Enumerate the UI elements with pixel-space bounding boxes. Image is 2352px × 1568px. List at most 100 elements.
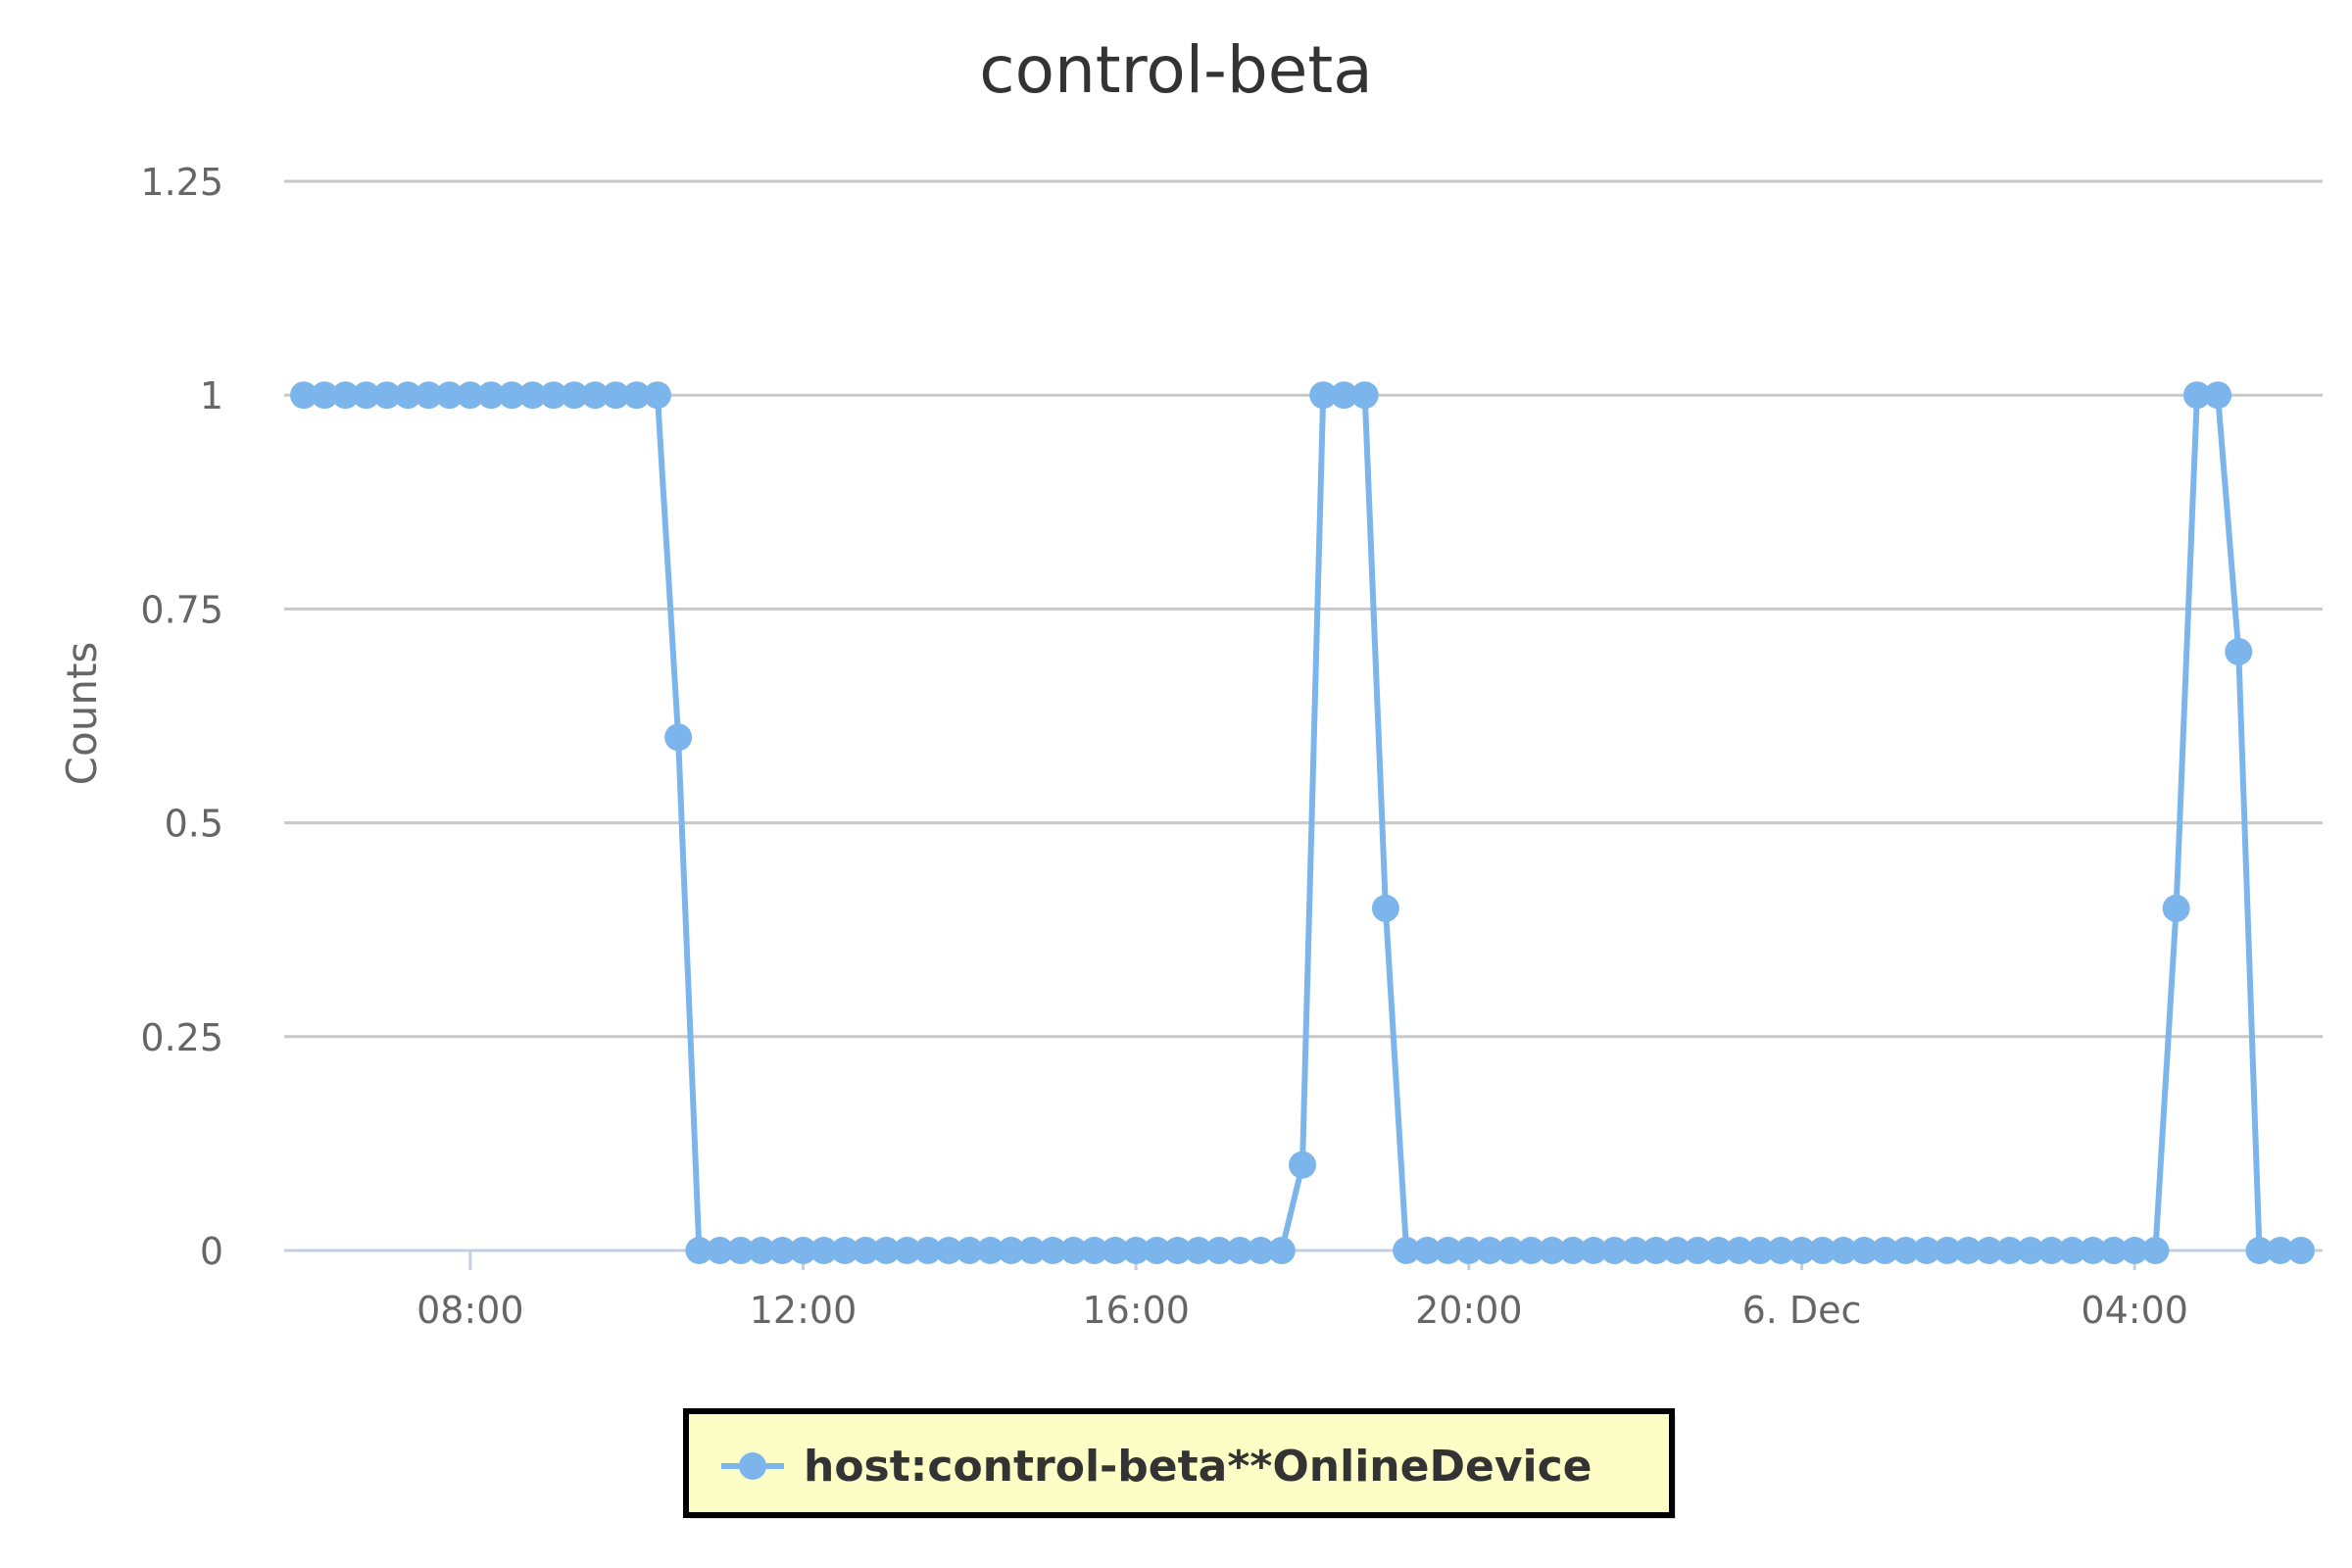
data-point[interactable] (1330, 381, 1358, 410)
data-point[interactable] (1018, 1237, 1046, 1264)
data-point[interactable] (331, 381, 360, 410)
data-point[interactable] (1289, 1151, 1316, 1179)
data-point[interactable] (913, 1237, 942, 1264)
data-point[interactable] (1517, 1237, 1545, 1264)
data-point[interactable] (1580, 1237, 1608, 1264)
data-point[interactable] (352, 381, 380, 410)
data-point[interactable] (1788, 1237, 1816, 1264)
data-point[interactable] (2204, 381, 2232, 410)
data-point[interactable] (1642, 1237, 1670, 1264)
data-point[interactable] (1413, 1237, 1442, 1264)
data-point[interactable] (1205, 1237, 1234, 1264)
legend[interactable]: host:control-beta**OnlineDevice (683, 1408, 1676, 1519)
data-point[interactable] (872, 1237, 901, 1264)
data-point[interactable] (581, 381, 610, 410)
data-point[interactable] (2225, 638, 2253, 665)
data-point[interactable] (685, 1237, 713, 1264)
data-point[interactable] (1663, 1237, 1691, 1264)
data-point[interactable] (1226, 1237, 1254, 1264)
data-point[interactable] (477, 381, 506, 410)
data-point[interactable] (498, 381, 526, 410)
data-point[interactable] (1538, 1237, 1566, 1264)
data-point[interactable] (664, 723, 693, 752)
data-point[interactable] (1621, 1237, 1649, 1264)
data-point[interactable] (2058, 1237, 2086, 1264)
data-point[interactable] (935, 1237, 963, 1264)
data-point[interactable] (539, 381, 567, 410)
data-point[interactable] (1954, 1237, 1983, 1264)
data-point[interactable] (1080, 1237, 1108, 1264)
data-point[interactable] (1830, 1237, 1857, 1264)
data-point[interactable] (997, 1237, 1025, 1264)
data-point[interactable] (748, 1237, 775, 1264)
data-point[interactable] (1309, 381, 1338, 410)
data-point[interactable] (2287, 1237, 2315, 1264)
data-point[interactable] (831, 1237, 858, 1264)
data-point[interactable] (311, 381, 339, 410)
data-point[interactable] (2079, 1237, 2107, 1264)
data-point[interactable] (561, 381, 588, 410)
data-point[interactable] (2266, 1237, 2294, 1264)
data-point[interactable] (1393, 1237, 1421, 1264)
data-point[interactable] (2182, 381, 2211, 410)
data-point[interactable] (1143, 1237, 1171, 1264)
data-point[interactable] (768, 1237, 797, 1264)
data-point[interactable] (1684, 1237, 1712, 1264)
data-point[interactable] (1725, 1237, 1753, 1264)
data-point[interactable] (1995, 1237, 2024, 1264)
data-point[interactable] (2245, 1237, 2274, 1264)
data-point[interactable] (2121, 1237, 2149, 1264)
data-point[interactable] (893, 1237, 921, 1264)
data-point[interactable] (518, 381, 547, 410)
data-point[interactable] (1371, 894, 1399, 922)
data-point[interactable] (394, 381, 422, 410)
data-point[interactable] (1850, 1237, 1879, 1264)
data-point[interactable] (976, 1237, 1004, 1264)
data-point[interactable] (706, 1237, 734, 1264)
y-tick-label: 0.75 (140, 588, 223, 631)
data-point[interactable] (1454, 1237, 1483, 1264)
data-point[interactable] (1059, 1237, 1088, 1264)
data-point[interactable] (1975, 1237, 2003, 1264)
data-point[interactable] (1891, 1237, 1920, 1264)
data-point[interactable] (435, 381, 464, 410)
data-point[interactable] (1496, 1237, 1525, 1264)
data-point[interactable] (1267, 1237, 1296, 1264)
data-point[interactable] (643, 381, 671, 410)
legend-series-label[interactable]: host:control-beta**OnlineDevice (804, 1442, 1592, 1492)
data-point[interactable] (1476, 1237, 1504, 1264)
data-point[interactable] (1912, 1237, 1940, 1264)
data-point[interactable] (456, 381, 484, 410)
data-point[interactable] (1122, 1237, 1151, 1264)
data-point[interactable] (1350, 381, 1379, 410)
data-point[interactable] (1039, 1237, 1067, 1264)
data-point[interactable] (1600, 1237, 1629, 1264)
data-point[interactable] (1704, 1237, 1733, 1264)
data-point[interactable] (1934, 1237, 1962, 1264)
data-point[interactable] (1101, 1237, 1129, 1264)
data-point[interactable] (789, 1237, 817, 1264)
data-point[interactable] (1247, 1237, 1275, 1264)
data-point[interactable] (852, 1237, 880, 1264)
data-point[interactable] (2162, 894, 2190, 922)
data-point[interactable] (809, 1237, 838, 1264)
data-point[interactable] (415, 381, 443, 410)
data-point[interactable] (1163, 1237, 1192, 1264)
data-point[interactable] (372, 381, 401, 410)
data-point[interactable] (2037, 1237, 2066, 1264)
data-point[interactable] (622, 381, 651, 410)
data-point[interactable] (1871, 1237, 1899, 1264)
data-point[interactable] (290, 381, 318, 410)
data-point[interactable] (1808, 1237, 1837, 1264)
data-point[interactable] (1434, 1237, 1462, 1264)
data-point[interactable] (1746, 1237, 1774, 1264)
data-point[interactable] (1767, 1237, 1795, 1264)
data-point[interactable] (2099, 1237, 2128, 1264)
data-point[interactable] (1184, 1237, 1212, 1264)
data-point[interactable] (602, 381, 630, 410)
data-point[interactable] (1559, 1237, 1587, 1264)
data-point[interactable] (956, 1237, 984, 1264)
data-point[interactable] (2141, 1237, 2170, 1264)
data-point[interactable] (726, 1237, 755, 1264)
data-point[interactable] (2017, 1237, 2044, 1264)
